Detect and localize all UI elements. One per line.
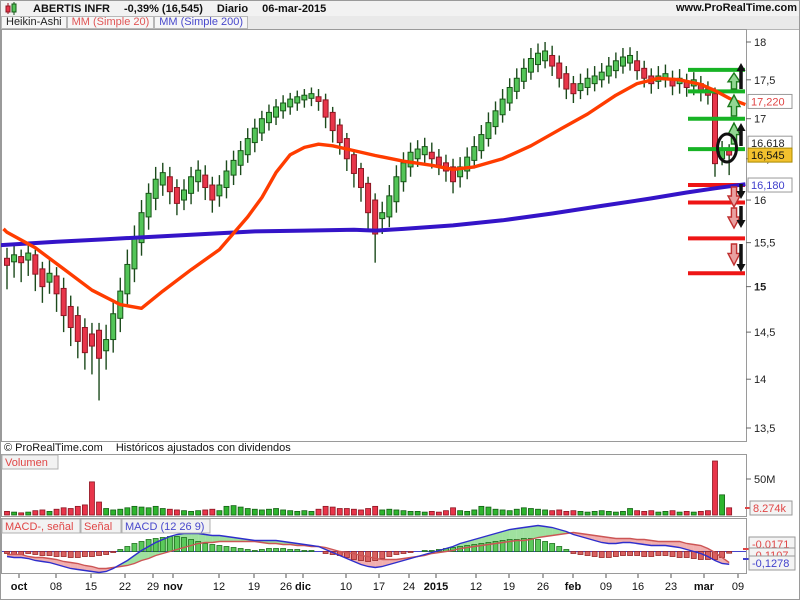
volume-bars bbox=[4, 460, 733, 516]
svg-text:8.274k: 8.274k bbox=[753, 503, 787, 515]
svg-text:10: 10 bbox=[340, 581, 352, 593]
chart-footnote: © ProRealTime.com Históricos ajustados c… bbox=[4, 442, 301, 454]
svg-text:18: 18 bbox=[754, 37, 766, 49]
svg-text:19: 19 bbox=[248, 581, 260, 593]
svg-text:dic: dic bbox=[295, 581, 311, 593]
svg-text:09: 09 bbox=[732, 581, 744, 593]
mm200-line bbox=[1, 182, 746, 248]
svg-text:16: 16 bbox=[754, 195, 766, 207]
svg-text:15,5: 15,5 bbox=[754, 238, 775, 250]
svg-text:12: 12 bbox=[213, 581, 225, 593]
macd-value-labels: -0,0171-0,1107-0,1278 bbox=[743, 536, 796, 571]
timeframe-label[interactable]: Diario bbox=[216, 2, 249, 15]
svg-text:29: 29 bbox=[147, 581, 159, 593]
copyright-note: © ProRealTime.com bbox=[4, 442, 103, 454]
black-down-arrow-icon bbox=[736, 191, 746, 199]
svg-text:22: 22 bbox=[119, 581, 131, 593]
instrument-name: ABERTIS INFR bbox=[33, 2, 110, 15]
volume-axis-label: 50M bbox=[754, 474, 775, 486]
svg-text:12: 12 bbox=[470, 581, 482, 593]
price-marker-label bbox=[747, 147, 793, 163]
svg-text:23: 23 bbox=[665, 581, 677, 593]
svg-text:14: 14 bbox=[754, 374, 766, 386]
black-up-arrow-icon bbox=[736, 123, 746, 131]
svg-text:16: 16 bbox=[632, 581, 644, 593]
svg-text:16,545: 16,545 bbox=[751, 150, 785, 162]
svg-text:Señal: Señal bbox=[84, 521, 112, 533]
circle-annotation bbox=[716, 132, 738, 164]
svg-text:15: 15 bbox=[85, 581, 97, 593]
candlestick-icon bbox=[5, 2, 17, 15]
mm20-line bbox=[2, 76, 747, 310]
time-axis-labels: oct 08 15 22 29 nov 12 19 26 dic 10 17 24 2015 12 19 26 f… bbox=[11, 574, 744, 593]
dividends-note: Históricos ajustados con dividendos bbox=[115, 442, 291, 454]
svg-text:MACD-, señal: MACD-, señal bbox=[5, 521, 73, 533]
svg-text:17,5: 17,5 bbox=[754, 75, 775, 87]
svg-text:13,5: 13,5 bbox=[754, 423, 775, 435]
svg-text:17: 17 bbox=[373, 581, 385, 593]
svg-text:09: 09 bbox=[600, 581, 612, 593]
macd-panel[interactable]: -0,0171-0,1107-0,1278 MACD-, señal Señal MA… bbox=[1, 518, 800, 575]
macd-main-tab[interactable]: MACD (12 26 9) bbox=[121, 518, 211, 534]
svg-text:26: 26 bbox=[280, 581, 292, 593]
svg-text:14,5: 14,5 bbox=[754, 327, 775, 339]
svg-text:16,180: 16,180 bbox=[751, 180, 785, 192]
candles-layer bbox=[4, 42, 733, 401]
up-arrow-icon bbox=[726, 93, 742, 117]
tab-mm20[interactable]: MM (Simple 20) bbox=[66, 16, 155, 29]
black-down-arrow-icon bbox=[736, 220, 746, 228]
svg-text:19: 19 bbox=[503, 581, 515, 593]
macd-line bbox=[6, 524, 730, 574]
signal-line bbox=[7, 531, 730, 570]
svg-text:mar: mar bbox=[694, 581, 715, 593]
svg-text:feb: feb bbox=[565, 581, 582, 593]
chart-title-bar: ABERTIS INFR -0,39% (16,545) Diario 06-m… bbox=[1, 1, 799, 17]
volume-panel[interactable]: 50M 8.274k Volumen bbox=[1, 454, 800, 518]
session-date: 06-mar-2015 bbox=[262, 2, 327, 15]
black-down-arrow-icon bbox=[736, 264, 746, 272]
svg-text:16,618: 16,618 bbox=[751, 138, 785, 150]
price-axis-labels: 1817,51716,51615,51514,51413,517,22016,6… bbox=[746, 37, 793, 435]
svg-text:MACD (12 26 9): MACD (12 26 9) bbox=[125, 521, 204, 533]
time-axis[interactable]: oct 08 15 22 29 nov 12 19 26 dic 10 17 24 2015 12 19 26 f… bbox=[1, 574, 800, 598]
macd-hist-tab[interactable]: MACD-, señal bbox=[1, 518, 81, 534]
svg-text:oct: oct bbox=[11, 581, 28, 593]
main-price-chart[interactable]: 1817,51716,51615,51514,51413,517,22016,6… bbox=[1, 29, 800, 454]
tab-heikin-ashi[interactable]: Heikin-Ashi bbox=[1, 16, 67, 29]
price-marker-label bbox=[747, 93, 793, 109]
volume-current-label bbox=[749, 500, 793, 516]
prorealtime-url[interactable]: www.ProRealTime.com bbox=[675, 2, 797, 14]
svg-text:08: 08 bbox=[50, 581, 62, 593]
volume-tab[interactable]: Volumen bbox=[1, 454, 59, 470]
macd-signal-tab[interactable]: Señal bbox=[80, 518, 122, 534]
price-change: -0,39% (16,545) bbox=[124, 2, 203, 15]
svg-text:nov: nov bbox=[163, 581, 183, 593]
indicator-legend-bar: Heikin-Ashi MM (Simple 20) MM (Simple 20… bbox=[1, 16, 799, 30]
price-marker-label bbox=[747, 177, 793, 193]
svg-text:17: 17 bbox=[754, 114, 766, 126]
svg-text:17,220: 17,220 bbox=[751, 96, 785, 108]
black-up-arrow-icon bbox=[736, 63, 746, 71]
black-arrows-layer bbox=[716, 63, 746, 272]
svg-text:2015: 2015 bbox=[424, 581, 448, 593]
svg-text:15: 15 bbox=[754, 282, 766, 294]
tab-mm200[interactable]: MM (Simple 200) bbox=[154, 16, 249, 29]
svg-text:-0,1278: -0,1278 bbox=[752, 558, 789, 570]
svg-text:26: 26 bbox=[537, 581, 549, 593]
svg-text:Volumen: Volumen bbox=[5, 457, 48, 469]
svg-text:24: 24 bbox=[403, 581, 415, 593]
